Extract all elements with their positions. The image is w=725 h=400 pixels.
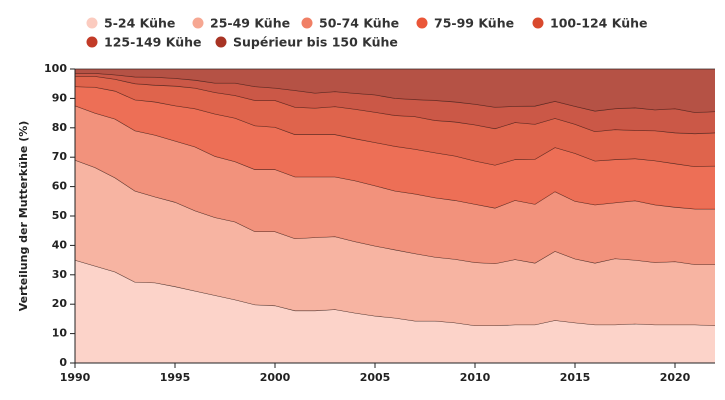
- legend-swatch: [192, 17, 204, 29]
- y-axis-label: Verteilung der Mutterkühe (%): [17, 121, 30, 312]
- legend-swatch: [532, 17, 544, 29]
- y-tick-label: 60: [52, 180, 68, 193]
- y-tick-label: 30: [52, 268, 68, 281]
- legend-swatch: [416, 17, 428, 29]
- x-tick-label: 1995: [160, 371, 191, 384]
- x-tick-label: 2020: [660, 371, 691, 384]
- x-tick-label: 2015: [560, 371, 591, 384]
- legend-swatch: [301, 17, 313, 29]
- legend-label: 25-49 Kühe: [210, 16, 290, 31]
- legend-label: 5-24 Kühe: [104, 16, 175, 31]
- legend-label: 125-149 Kühe: [104, 35, 201, 50]
- area: [75, 73, 715, 134]
- legend-label: Supérieur bis 150 Kühe: [233, 35, 398, 50]
- y-tick-label: 70: [52, 150, 68, 163]
- y-tick-label: 0: [59, 356, 67, 369]
- area: [75, 160, 715, 326]
- legend-swatch: [86, 17, 98, 29]
- area: [75, 260, 715, 363]
- legend-label: 50-74 Kühe: [319, 16, 399, 31]
- x-tick-label: 1990: [60, 371, 91, 384]
- legend-label: 75-99 Kühe: [434, 16, 514, 31]
- legend-label: 100-124 Kühe: [550, 16, 647, 31]
- area: [75, 105, 715, 265]
- y-tick-label: 40: [52, 238, 68, 251]
- y-tick-label: 90: [52, 91, 68, 104]
- x-tick-label: 2010: [460, 371, 491, 384]
- legend-swatch: [86, 36, 98, 48]
- area: [75, 76, 715, 167]
- y-tick-label: 10: [52, 327, 68, 340]
- x-tick-label: 2005: [360, 371, 391, 384]
- x-tick-label: 2000: [260, 371, 291, 384]
- area: [75, 69, 715, 113]
- y-tick-label: 80: [52, 121, 68, 134]
- area: [75, 86, 715, 209]
- y-tick-label: 100: [44, 62, 67, 75]
- legend-swatch: [215, 36, 227, 48]
- y-tick-label: 20: [52, 297, 68, 310]
- y-tick-label: 50: [52, 209, 68, 222]
